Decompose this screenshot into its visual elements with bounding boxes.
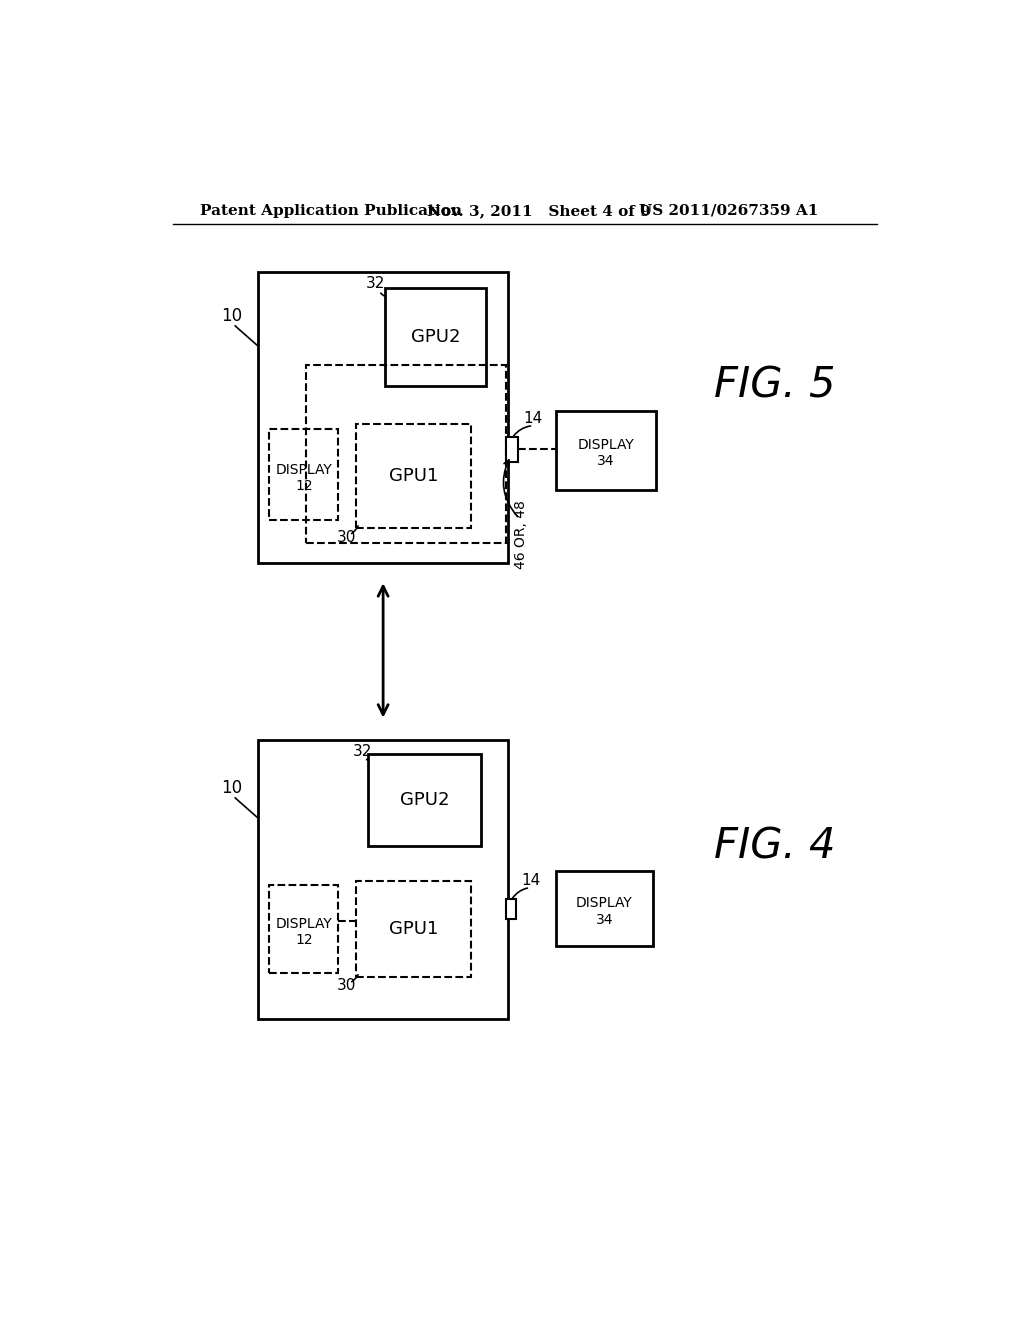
Text: 32: 32 — [366, 276, 385, 292]
FancyBboxPatch shape — [556, 411, 655, 490]
Text: DISPLAY
12: DISPLAY 12 — [275, 917, 332, 946]
FancyBboxPatch shape — [506, 899, 516, 919]
Text: FIG. 4: FIG. 4 — [714, 825, 836, 867]
Text: FIG. 5: FIG. 5 — [714, 364, 836, 407]
Text: DISPLAY
12: DISPLAY 12 — [275, 463, 332, 494]
Text: 32: 32 — [352, 743, 372, 759]
FancyBboxPatch shape — [356, 880, 471, 977]
Text: DISPLAY
34: DISPLAY 34 — [577, 896, 633, 927]
Text: GPU2: GPU2 — [411, 327, 460, 346]
Text: GPU1: GPU1 — [389, 920, 438, 937]
FancyBboxPatch shape — [506, 437, 518, 462]
FancyBboxPatch shape — [368, 754, 481, 846]
Text: 30: 30 — [337, 529, 356, 545]
Text: GPU2: GPU2 — [399, 791, 450, 809]
Text: US 2011/0267359 A1: US 2011/0267359 A1 — [639, 203, 818, 218]
Text: GPU1: GPU1 — [389, 467, 438, 484]
Text: 46 OR, 48: 46 OR, 48 — [514, 500, 528, 569]
FancyBboxPatch shape — [556, 871, 652, 946]
Text: Patent Application Publication: Patent Application Publication — [200, 203, 462, 218]
FancyBboxPatch shape — [258, 739, 508, 1019]
FancyBboxPatch shape — [385, 288, 486, 385]
Text: 10: 10 — [221, 779, 243, 797]
FancyBboxPatch shape — [258, 272, 508, 562]
Text: 14: 14 — [521, 873, 541, 888]
Text: 30: 30 — [337, 978, 356, 993]
FancyBboxPatch shape — [269, 884, 339, 973]
Text: Nov. 3, 2011   Sheet 4 of 9: Nov. 3, 2011 Sheet 4 of 9 — [427, 203, 651, 218]
FancyBboxPatch shape — [269, 429, 339, 520]
Text: 14: 14 — [523, 411, 543, 426]
FancyBboxPatch shape — [356, 424, 471, 528]
Text: DISPLAY
34: DISPLAY 34 — [578, 438, 635, 469]
Text: 10: 10 — [221, 308, 243, 325]
